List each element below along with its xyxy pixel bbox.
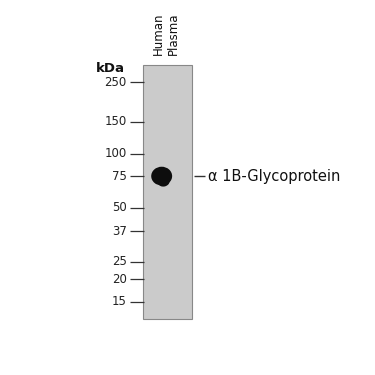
Ellipse shape <box>159 178 170 187</box>
Bar <box>143 65 192 320</box>
Text: 37: 37 <box>112 225 127 238</box>
Text: 50: 50 <box>112 201 127 214</box>
Ellipse shape <box>151 167 172 186</box>
Text: 250: 250 <box>105 75 127 88</box>
Text: 75: 75 <box>112 170 127 183</box>
Text: Plasma: Plasma <box>167 13 180 55</box>
Text: 100: 100 <box>105 147 127 160</box>
Text: α 1B-Glycoprotein: α 1B-Glycoprotein <box>208 169 340 184</box>
Text: 15: 15 <box>112 296 127 308</box>
Text: 150: 150 <box>105 116 127 129</box>
Text: Human: Human <box>152 13 165 55</box>
Text: 25: 25 <box>112 255 127 268</box>
Text: kDa: kDa <box>96 62 125 75</box>
Text: 20: 20 <box>112 273 127 286</box>
